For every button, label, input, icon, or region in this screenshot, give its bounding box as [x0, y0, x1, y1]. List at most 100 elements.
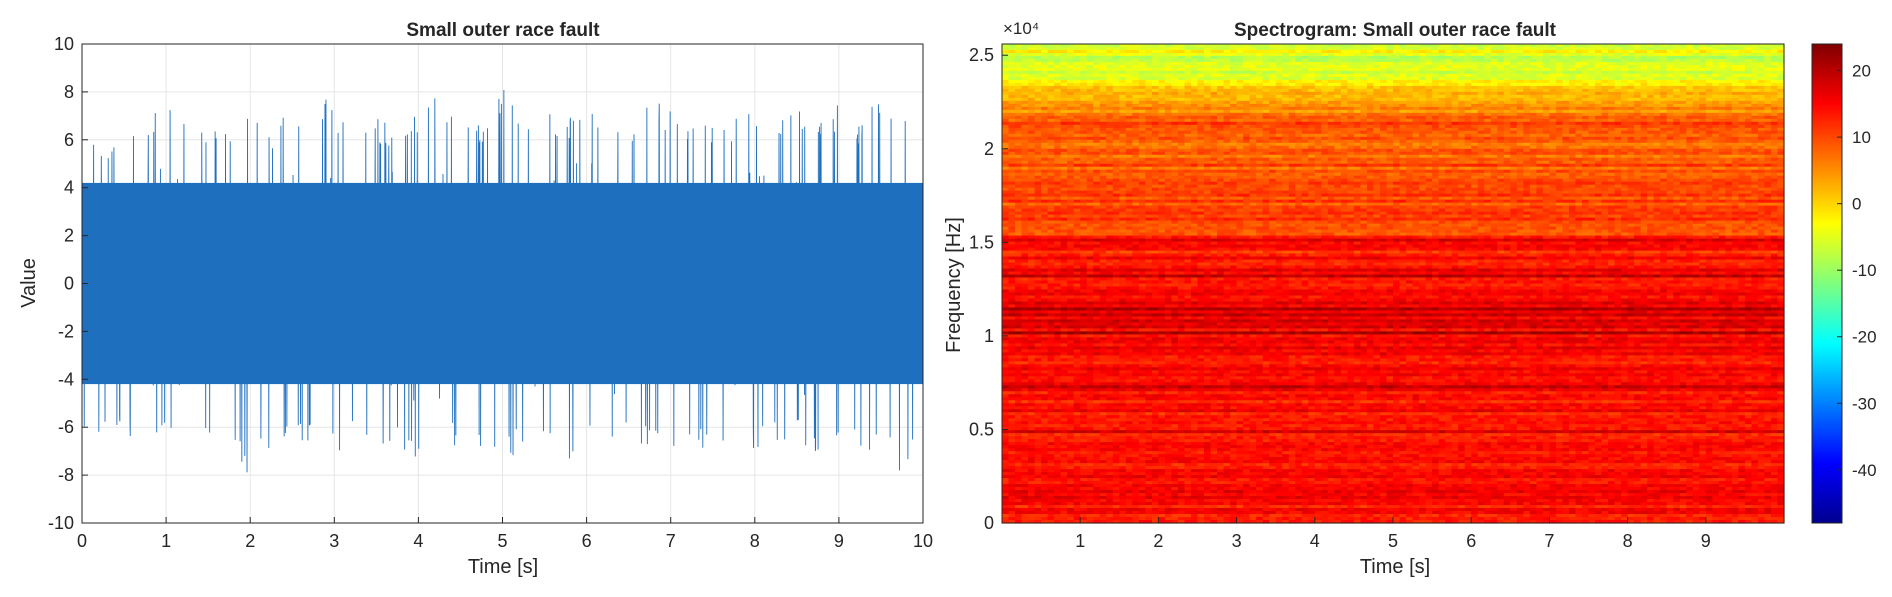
spectrogram-cell — [1562, 46, 1570, 51]
spectrogram-cell — [1321, 49, 1329, 54]
spectrogram-cell — [1406, 70, 1414, 75]
spectrogram-cell — [1230, 121, 1238, 126]
spectrogram-cell — [1223, 142, 1231, 147]
spectrogram-cell — [1516, 91, 1524, 96]
spectrogram-cell — [1588, 52, 1596, 57]
spectrogram-cell — [1647, 109, 1655, 114]
spectrogram-cell — [1497, 133, 1505, 138]
spectrogram-cell — [1210, 103, 1218, 108]
spectrogram-cell — [1438, 121, 1446, 126]
spectrogram-cell — [1353, 55, 1362, 60]
spectrogram-cell — [1738, 88, 1746, 93]
spectrogram-cell — [1718, 136, 1726, 141]
spectrogram-cell — [1360, 58, 1368, 63]
spectrogram-cell — [1484, 88, 1492, 93]
spectrogram-cell — [1099, 55, 1107, 60]
spectrogram-cell — [1438, 115, 1446, 120]
spectrogram-cell — [1151, 139, 1159, 144]
spectrogram-cell — [1106, 52, 1114, 57]
spectrogram-cell — [1190, 121, 1199, 126]
spectrogram-cell — [1393, 106, 1401, 111]
spectrogram-cell — [1223, 130, 1231, 135]
spectrogram-cell — [1764, 44, 1772, 48]
spectrogram-cell — [1360, 94, 1368, 99]
spectrogram-cell — [1106, 118, 1114, 123]
spectrogram-cell — [1523, 136, 1531, 141]
spectrogram-cell — [1738, 124, 1746, 129]
spectrogram-cell — [1334, 79, 1342, 84]
spectrogram-cell — [1138, 103, 1146, 108]
spectrogram-cell — [1132, 52, 1140, 57]
spectrogram-cell — [1588, 133, 1596, 138]
spectrogram-cell — [1562, 88, 1570, 93]
spectrogram-cell — [1145, 58, 1153, 63]
spectrogram-cell — [1262, 106, 1270, 111]
spectrogram-cell — [1627, 70, 1635, 75]
spectrogram-cell — [1184, 73, 1192, 78]
spectrogram-cell — [1581, 100, 1590, 105]
spectrogram-cell — [1738, 106, 1746, 111]
spectrogram-cell — [1217, 55, 1225, 60]
spectrogram-cell — [1406, 94, 1414, 99]
spectrogram-cell — [1230, 55, 1238, 60]
spectrogram-cell — [1217, 76, 1225, 81]
spectrogram-cell — [1595, 85, 1603, 90]
spectrogram-cell — [1301, 67, 1309, 72]
spectrogram-cell — [1542, 52, 1550, 57]
spectrogram-cell — [1275, 52, 1283, 57]
spectrogram-cell — [1751, 115, 1759, 120]
spectrogram-cell — [1471, 118, 1479, 123]
spectrogram-cell — [1106, 103, 1114, 108]
spectrogram-cell — [1379, 91, 1388, 96]
spectrogram-cell — [1321, 115, 1329, 120]
spectrogram-cell — [1321, 82, 1329, 87]
spectrogram-cell — [1379, 49, 1388, 54]
spectrogram-cell — [1347, 52, 1355, 57]
spectrogram-cell — [1621, 124, 1629, 129]
spectrogram-cell — [1516, 100, 1524, 105]
spectrogram-cell — [1464, 55, 1472, 60]
spectrogram-cell — [1432, 136, 1440, 141]
spectrogram-cell — [1204, 46, 1212, 51]
spectrogram-cell — [1764, 115, 1772, 120]
spectrogram-cell — [1041, 67, 1049, 72]
spectrogram-cell — [1360, 44, 1368, 48]
spectrogram-cell — [1119, 124, 1127, 129]
spectrogram-cell — [1314, 91, 1322, 96]
spectrogram-cell — [1080, 46, 1088, 51]
spectrogram-cell — [1621, 52, 1629, 57]
spectrogram-cell — [1692, 44, 1700, 48]
spectrogram-cell — [1393, 130, 1401, 135]
spectrogram-cell — [1073, 124, 1081, 129]
spectrogram-cell — [1054, 73, 1062, 78]
spectrogram-cell — [1308, 64, 1316, 69]
spectrogram-cell — [1210, 139, 1218, 144]
spectrogram-cell — [1621, 55, 1629, 60]
spectrogram-cell — [1529, 124, 1537, 129]
spectrogram-cell — [1419, 52, 1427, 57]
spectrogram-cell — [1627, 139, 1635, 144]
spectrogram-cell — [1516, 112, 1524, 117]
spectrogram-cell — [1627, 73, 1635, 78]
spectrogram-cell — [1555, 112, 1564, 117]
spectrogram-cell — [1119, 67, 1127, 72]
spectrogram-cell — [1230, 64, 1238, 69]
spectrogram-cell — [1653, 103, 1661, 108]
spectrogram-cell — [1256, 94, 1264, 99]
spectrogram-cell — [1432, 44, 1440, 48]
spectrogram-cell — [1770, 61, 1779, 66]
spectrogram-cell — [1555, 52, 1564, 57]
spectrogram-cell — [1099, 106, 1107, 111]
spectrogram-cell — [1275, 67, 1283, 72]
spectrogram-cell — [1002, 121, 1010, 126]
spectrogram-cell — [1445, 88, 1453, 93]
spectrogram-cell — [1366, 109, 1375, 114]
spectrogram-cell — [1445, 79, 1453, 84]
spectrogram-cell — [1477, 49, 1485, 54]
spectrogram-cell — [1028, 73, 1036, 78]
spectrogram-cell — [1621, 136, 1629, 141]
spectrogram-cell — [1321, 100, 1329, 105]
spectrogram-cell — [1041, 91, 1049, 96]
spectrogram-cell — [1288, 73, 1296, 78]
spectrogram-cell — [1399, 64, 1407, 69]
